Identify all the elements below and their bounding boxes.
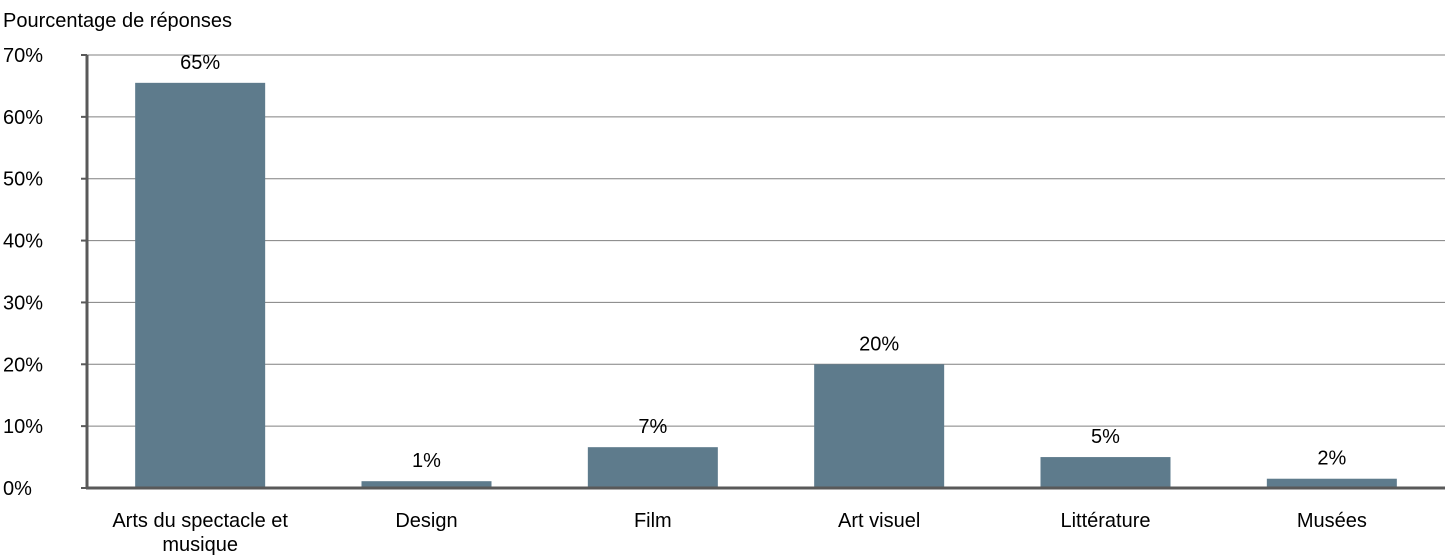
bar [814, 364, 945, 488]
y-tick-label: 0% [3, 478, 32, 500]
data-label: 7% [638, 416, 667, 438]
bar [1040, 457, 1171, 488]
data-label: 65% [180, 52, 220, 74]
x-tick-label: Arts du spectacle et [112, 510, 288, 532]
y-tick-label: 10% [3, 416, 43, 438]
bar [1266, 478, 1397, 488]
data-label: 2% [1317, 448, 1346, 470]
grid-layer [87, 54, 1445, 427]
data-label: 1% [412, 450, 441, 472]
x-tick-label: Musées [1297, 510, 1367, 532]
x-tick-label: Littérature [1060, 510, 1150, 532]
y-tick-label: 50% [3, 169, 43, 191]
y-tick-label: 20% [3, 354, 43, 376]
x-tick-label: Film [634, 510, 672, 532]
bar [361, 481, 492, 488]
y-tick-label: 40% [3, 231, 43, 253]
y-tick-label: 60% [3, 107, 43, 129]
bar [587, 447, 718, 488]
y-tick-label: 70% [3, 45, 43, 67]
label-layer: 0% 10% 20% 30% 40% 50% 60% 70% 65% Arts du specta… [3, 45, 1367, 556]
bar [135, 82, 266, 488]
data-label: 5% [1091, 426, 1120, 448]
bar-layer [135, 82, 1397, 488]
y-tick-label: 30% [3, 292, 43, 314]
x-tick-label: Design [395, 510, 457, 532]
y-axis-title: Pourcentage de réponses [3, 10, 232, 32]
x-tick-label: Art visuel [838, 510, 920, 532]
axis-layer [81, 54, 1445, 490]
x-tick-label: musique [162, 534, 238, 556]
data-label: 20% [859, 333, 899, 355]
